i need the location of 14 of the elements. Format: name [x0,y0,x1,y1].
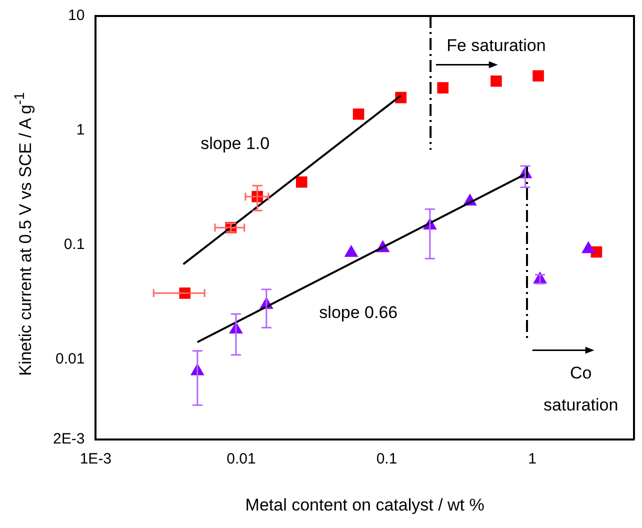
annotation: Co saturation [544,364,618,415]
y-tick-label: 1 [76,122,85,139]
y-tick-label: 0.1 [64,236,85,254]
x-tick-label: 0.1 [376,450,398,468]
y-tick-label: 10 [68,7,85,24]
x-tick-label: 1 [528,450,536,468]
annotation: slope 0.66 [319,303,398,322]
y-tick-label: 0.01 [55,350,85,368]
annotation: Fe saturation [446,36,546,55]
y-tick-label: 2E-3 [52,430,85,448]
x-tick-label: 0.01 [226,450,256,468]
x-tick-label: 1E-3 [80,450,112,468]
x-axis-title: Metal content on catalyst / wt % [245,495,484,514]
annotation: slope 1.0 [200,134,270,154]
